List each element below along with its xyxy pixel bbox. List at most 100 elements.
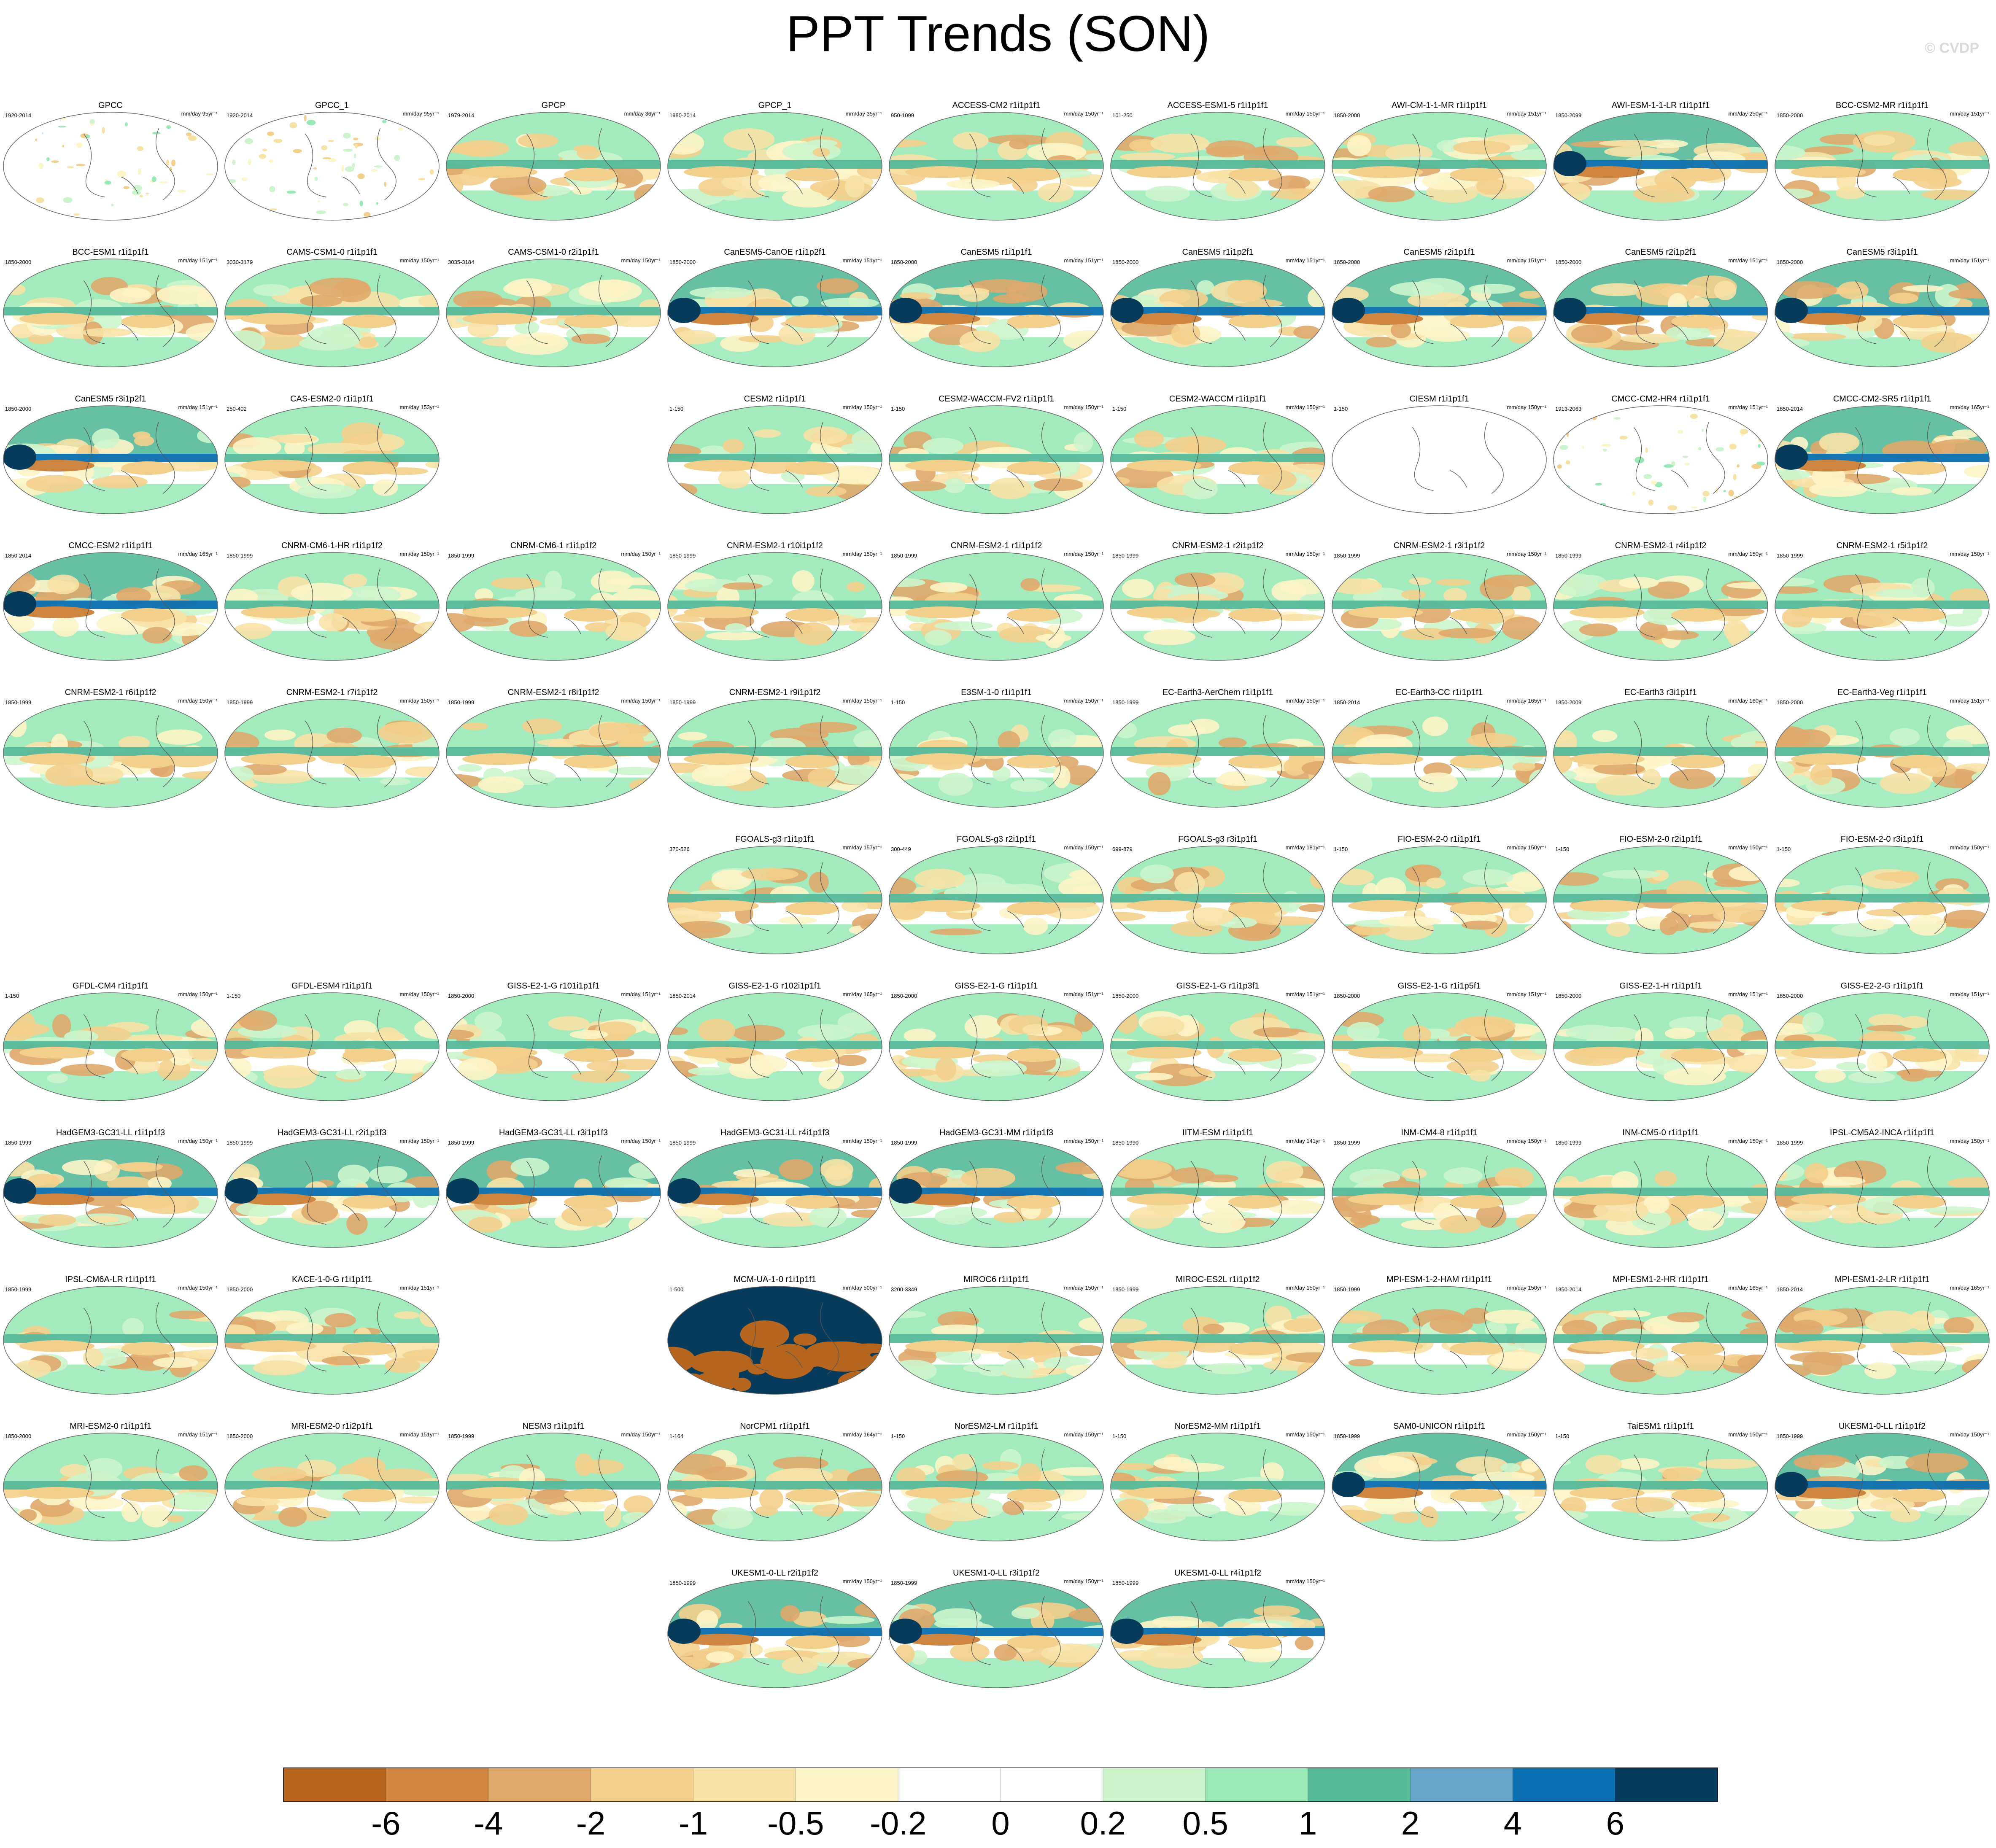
panel-years: 300-449: [891, 846, 911, 852]
panel-units: mm/day 150yr⁻¹: [842, 551, 882, 557]
map-panel: NorESM2-MM r1i1p1f1 1-150 mm/day 150yr⁻¹: [1110, 1422, 1325, 1541]
panel-title: FGOALS-g3 r3i1p1f1: [1178, 835, 1257, 844]
coastline: [305, 568, 397, 641]
trend-field: [889, 112, 1103, 220]
panel-title: UKESM1-0-LL r3i1p1f2: [953, 1568, 1040, 1578]
coastline: [1190, 1009, 1282, 1081]
panel-years: 1850-2000: [1334, 259, 1360, 265]
colorbar-tick-label: -6: [371, 1805, 400, 1842]
colorbar-bin: [1615, 1768, 1718, 1802]
coastline: [83, 715, 175, 787]
panel-units: mm/day 95yr⁻¹: [403, 110, 440, 117]
panel-units: mm/day 150yr⁻¹: [1728, 1431, 1768, 1438]
panel-title: BCC-CSM2-MR r1i1p1f1: [1836, 101, 1929, 110]
map-outline: [667, 1579, 882, 1688]
panel-years: 1850-1999: [448, 699, 474, 706]
panel-years: 1850-2000: [1777, 259, 1803, 265]
trend-field: [889, 259, 1103, 367]
map-outline: [3, 1139, 218, 1248]
map-panel: CNRM-ESM2-1 r4i1p1f2 1850-1999 mm/day 150y…: [1553, 541, 1768, 661]
coastline: [1190, 1596, 1282, 1668]
panel-units: mm/day 150yr⁻¹: [1728, 844, 1768, 851]
trend-field: [1332, 406, 1546, 514]
panel-years: 1-150: [1555, 1433, 1569, 1439]
map-panel: GFDL-CM4 r1i1p1f1 1-150 mm/day 150yr⁻¹: [3, 981, 218, 1101]
map-panel: GPCP 1979-2014 mm/day 36yr⁻¹: [446, 101, 661, 221]
trend-field: [1111, 259, 1325, 367]
panel-years: 1850-2000: [5, 1433, 31, 1439]
map-panel: EC-Earth3-CC r1i1p1f1 1850-2014 mm/day 165…: [1332, 688, 1547, 808]
map-outline: [1553, 552, 1768, 661]
panel-units: mm/day 151yr⁻¹: [1507, 257, 1546, 264]
panel-title: GPCP_1: [758, 101, 792, 110]
trend-field: [1111, 552, 1325, 660]
map-panel: ACCESS-ESM1-5 r1i1p1f1 101-250 mm/day 150y…: [1110, 101, 1325, 221]
map-panel: EC-Earth3 r3i1p1f1 1850-2009 mm/day 160yr⁻…: [1553, 688, 1768, 808]
coastline: [1190, 1156, 1282, 1228]
coastline: [1190, 275, 1282, 347]
map-outline: [889, 552, 1104, 661]
panel-years: 1850-1999: [227, 1140, 253, 1146]
panel-title: GISS-E2-1-G r101i1p1f1: [507, 981, 600, 991]
panel-title: HadGEM3-GC31-LL r2i1p1f3: [278, 1128, 386, 1137]
panel-units: mm/day 157yr⁻¹: [842, 844, 882, 851]
panel-units: mm/day 165yr⁻¹: [842, 991, 882, 997]
coastline: [969, 715, 1061, 787]
trend-field: [225, 259, 439, 367]
trend-field: [668, 406, 882, 514]
panel-units: mm/day 250yr⁻¹: [1728, 110, 1768, 117]
map-outline: [446, 699, 661, 808]
panel-years: 1-150: [1777, 846, 1791, 852]
panel-title: INM-CM4-8 r1i1p1f1: [1401, 1128, 1477, 1137]
panel-units: mm/day 151yr⁻¹: [178, 257, 218, 264]
map-outline: [1553, 699, 1768, 808]
map-outline: [1332, 405, 1547, 514]
trend-field: [446, 1140, 661, 1247]
colorbar-tick-label: 0.5: [1182, 1805, 1228, 1842]
panel-years: 1850-1999: [669, 1140, 696, 1146]
panel-units: mm/day 150yr⁻¹: [1728, 551, 1768, 557]
panel-years: 1850-2014: [669, 993, 696, 999]
panel-title: CNRM-ESM2-1 r8i1p1f2: [508, 688, 599, 697]
panel-years: 1850-2099: [1555, 112, 1581, 119]
map-outline: [224, 112, 440, 221]
panel-units: mm/day 151yr⁻¹: [1285, 257, 1325, 264]
panel-years: 1850-2000: [669, 259, 696, 265]
map-panel-grid: GPCC 1920-2014 mm/day 95yr⁻¹ GPCC_1 1920-201…: [3, 101, 1990, 1688]
map-outline: [3, 1433, 218, 1541]
colorbar-tick-label: -1: [679, 1805, 708, 1842]
panel-title: HadGEM3-GC31-LL r1i1p1f3: [56, 1128, 165, 1137]
trend-field: [1111, 846, 1325, 954]
panel-units: mm/day 150yr⁻¹: [1064, 404, 1103, 410]
panel-units: mm/day 151yr⁻¹: [1950, 991, 1989, 997]
panel-title: CESM2-WACCM r1i1p1f1: [1169, 394, 1266, 404]
trend-field: [446, 112, 661, 220]
map-panel: FGOALS-g3 r3i1p1f1 699-879 mm/day 181yr⁻¹: [1110, 835, 1325, 954]
panel-units: mm/day 150yr⁻¹: [621, 1138, 661, 1144]
map-panel: GISS-E2-1-G r1i1p3f1 1850-2000 mm/day 151y…: [1110, 981, 1325, 1101]
panel-title: CanESM5 r3i1p2f1: [75, 394, 146, 404]
map-outline: [667, 699, 882, 808]
panel-title: IPSL-CM5A2-INCA r1i1p1f1: [1830, 1128, 1934, 1137]
panel-years: 3035-3184: [448, 259, 474, 265]
panel-units: mm/day 151yr⁻¹: [842, 257, 882, 264]
coastline: [1855, 1449, 1947, 1521]
coastline: [305, 275, 397, 347]
panel-years: 1850-1999: [5, 1286, 31, 1293]
map-outline: [1332, 1433, 1547, 1541]
panel-years: 1-150: [891, 699, 905, 706]
panel-years: 1-500: [669, 1286, 683, 1293]
map-outline: [667, 1286, 882, 1395]
colorbar-tick-label: -0.2: [870, 1805, 926, 1842]
map-panel: GISS-E2-1-H r1i1p1f1 1850-2000 mm/day 151y…: [1553, 981, 1768, 1101]
colorbar-tick-label: 0: [991, 1805, 1009, 1842]
coastline: [1412, 275, 1504, 347]
map-panel: CanESM5 r1i1p1f1 1850-2000 mm/day 151yr⁻¹: [889, 248, 1104, 367]
panel-title: ACCESS-CM2 r1i1p1f1: [952, 101, 1041, 110]
map-outline: [446, 552, 661, 661]
map-panel: CanESM5 r2i1p1f1 1850-2000 mm/day 151yr⁻¹: [1332, 248, 1547, 367]
panel-years: 1850-1999: [1334, 1286, 1360, 1293]
trend-field: [1554, 112, 1768, 220]
panel-units: mm/day 151yr⁻¹: [1950, 257, 1989, 264]
coastline: [1412, 862, 1504, 934]
